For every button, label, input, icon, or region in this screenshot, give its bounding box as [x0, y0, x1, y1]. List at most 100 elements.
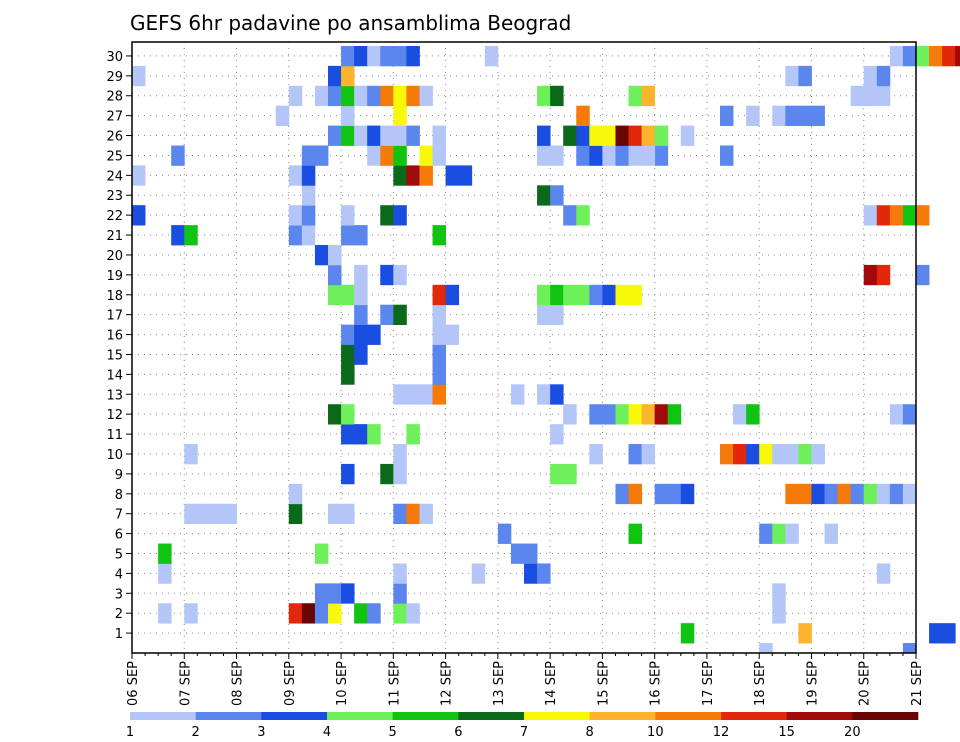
heatmap-cell	[158, 563, 172, 584]
legend-swatch	[195, 712, 262, 720]
heatmap-cell	[628, 404, 642, 425]
heatmap-cell	[432, 384, 446, 405]
heatmap-cell	[393, 304, 407, 326]
heatmap-cell	[314, 543, 329, 564]
heatmap-cell	[367, 603, 381, 624]
heatmap-cell	[367, 125, 381, 146]
x-tick-label: 17 SEP	[701, 661, 716, 706]
heatmap-cell	[380, 85, 394, 107]
chart-title: GEFS 6hr padavine po ansamblima Beograd	[130, 11, 571, 35]
heatmap-cell	[301, 185, 316, 206]
heatmap-cell	[184, 503, 198, 525]
heatmap-cell	[615, 145, 629, 166]
heatmap-cell	[654, 483, 669, 505]
heatmap-cell	[550, 424, 564, 445]
x-tick-label: 08 SEP	[231, 661, 246, 706]
heatmap-cell	[341, 424, 355, 445]
heatmap-cell	[785, 483, 799, 505]
heatmap-cell	[550, 384, 564, 405]
legend-label: 6	[454, 725, 462, 740]
heatmap-cell	[524, 563, 538, 584]
heatmap-cell	[445, 165, 460, 186]
heatmap-cell	[654, 404, 669, 425]
x-tick-label: 10 SEP	[335, 661, 350, 706]
y-tick-label: 14	[106, 368, 123, 383]
heatmap-cell	[380, 145, 394, 166]
heatmap-cell	[419, 503, 433, 525]
heatmap-cell	[876, 563, 891, 584]
heatmap-cell	[432, 125, 446, 146]
legend-label: 10	[647, 725, 664, 740]
heatmap-cell	[955, 45, 960, 67]
heatmap-cell	[341, 45, 355, 67]
y-tick-label: 2	[115, 607, 123, 622]
heatmap-cell	[537, 85, 551, 107]
y-tick-label: 6	[115, 528, 123, 543]
heatmap-cell	[432, 225, 446, 246]
heatmap-cell	[772, 105, 786, 126]
heatmap-cell	[550, 284, 564, 306]
legend-label: 2	[192, 725, 200, 740]
heatmap-cell	[432, 364, 446, 385]
heatmap-cell	[785, 105, 799, 126]
heatmap-cell	[288, 85, 303, 107]
heatmap-cell	[132, 65, 146, 87]
heatmap-cell	[680, 483, 695, 505]
heatmap-cell	[876, 85, 891, 107]
heatmap-cell	[772, 444, 786, 465]
heatmap-cell	[393, 583, 407, 604]
y-tick-label: 5	[115, 547, 123, 562]
y-tick-label: 7	[115, 508, 123, 523]
legend-swatch	[852, 712, 919, 720]
y-tick-label: 25	[106, 149, 123, 164]
heatmap-cell	[380, 463, 394, 485]
x-tick-label: 06 SEP	[126, 661, 141, 706]
heatmap-cell	[929, 45, 943, 67]
heatmap-cell	[602, 284, 616, 306]
heatmap-cell	[393, 603, 407, 624]
y-tick-label: 20	[106, 249, 123, 264]
heatmap-cell	[393, 205, 407, 226]
heatmap-cell	[419, 85, 433, 107]
heatmap-cell	[445, 284, 460, 306]
heatmap-cell	[628, 85, 642, 107]
y-axis: 1234567891011121314151617181920212223242…	[106, 50, 132, 642]
heatmap-cell	[628, 444, 642, 465]
legend-label: 15	[778, 725, 795, 740]
heatmap-cell	[667, 483, 682, 505]
heatmap-cell	[942, 45, 956, 67]
heatmap-cell	[563, 284, 577, 306]
heatmap-cell	[537, 145, 551, 166]
heatmap-cell	[354, 424, 368, 445]
heatmap-cell	[341, 125, 355, 146]
x-tick-label: 15 SEP	[596, 661, 611, 706]
heatmap-cell	[432, 284, 446, 306]
heatmap-cell	[341, 463, 355, 485]
heatmap-cell	[314, 85, 329, 107]
heatmap-cell	[667, 404, 682, 425]
legend: 1 2 3 4 5 6 7 8 10 12 15 20	[126, 712, 919, 740]
heatmap-cell	[863, 65, 878, 87]
heatmap-cell	[393, 45, 407, 67]
heatmap-cell	[393, 503, 407, 525]
heatmap-cell	[772, 523, 786, 544]
y-tick-label: 8	[115, 488, 123, 503]
heatmap-cell	[328, 264, 342, 286]
heatmap-cell	[158, 543, 172, 564]
y-tick-label: 4	[115, 567, 123, 582]
heatmap-cell	[406, 165, 420, 186]
heatmap-cell	[537, 284, 551, 306]
heatmap-cell	[824, 523, 838, 544]
heatmap-cell	[406, 603, 420, 624]
legend-swatch	[458, 712, 525, 720]
heatmap-cell	[341, 503, 355, 525]
legend-swatch	[130, 712, 196, 720]
heatmap-cell	[589, 404, 603, 425]
heatmap-cell	[510, 543, 525, 564]
heatmap-cell	[432, 344, 446, 365]
heatmap-cell	[916, 45, 930, 67]
heatmap-cell	[537, 384, 551, 405]
heatmap-cell	[367, 45, 381, 67]
heatmap-cell	[615, 284, 629, 306]
heatmap-cell	[550, 85, 564, 107]
